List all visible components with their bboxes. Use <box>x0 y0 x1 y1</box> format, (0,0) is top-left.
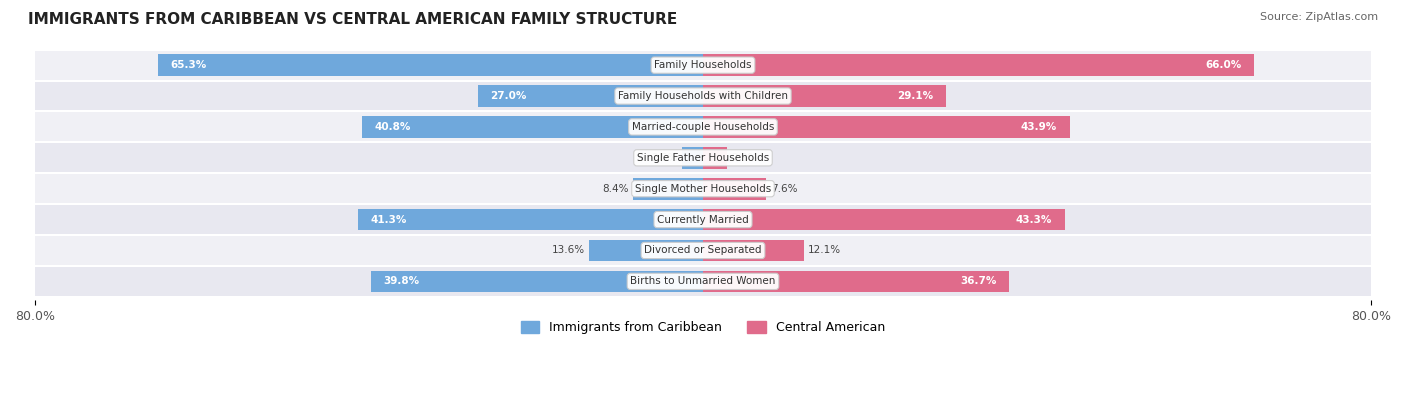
Text: 27.0%: 27.0% <box>491 91 526 101</box>
Text: 8.4%: 8.4% <box>602 184 628 194</box>
Text: Family Households with Children: Family Households with Children <box>619 91 787 101</box>
Text: Family Households: Family Households <box>654 60 752 70</box>
Text: 12.1%: 12.1% <box>808 245 841 256</box>
Bar <box>703 85 946 107</box>
Text: 66.0%: 66.0% <box>1205 60 1241 70</box>
Bar <box>359 209 703 230</box>
Text: 36.7%: 36.7% <box>960 276 997 286</box>
Text: 43.3%: 43.3% <box>1015 214 1052 225</box>
Text: Single Mother Households: Single Mother Households <box>636 184 770 194</box>
Text: 41.3%: 41.3% <box>371 214 408 225</box>
Bar <box>35 266 1371 297</box>
Text: 2.9%: 2.9% <box>731 153 758 163</box>
Bar <box>35 50 1371 81</box>
Text: Divorced or Separated: Divorced or Separated <box>644 245 762 256</box>
Text: Single Father Households: Single Father Households <box>637 153 769 163</box>
Bar <box>35 204 1371 235</box>
Bar <box>703 271 1010 292</box>
Bar <box>363 116 703 138</box>
Text: 7.6%: 7.6% <box>770 184 797 194</box>
Bar <box>703 55 1254 76</box>
Text: 40.8%: 40.8% <box>375 122 411 132</box>
Bar <box>682 147 703 169</box>
Text: 65.3%: 65.3% <box>170 60 207 70</box>
Bar <box>35 173 1371 204</box>
Bar <box>703 178 766 199</box>
Text: 39.8%: 39.8% <box>384 276 419 286</box>
Bar <box>703 147 727 169</box>
Text: Source: ZipAtlas.com: Source: ZipAtlas.com <box>1260 12 1378 22</box>
Legend: Immigrants from Caribbean, Central American: Immigrants from Caribbean, Central Ameri… <box>516 316 890 339</box>
Text: IMMIGRANTS FROM CARIBBEAN VS CENTRAL AMERICAN FAMILY STRUCTURE: IMMIGRANTS FROM CARIBBEAN VS CENTRAL AME… <box>28 12 678 27</box>
Text: 13.6%: 13.6% <box>553 245 585 256</box>
Bar <box>35 111 1371 142</box>
Text: 43.9%: 43.9% <box>1021 122 1057 132</box>
Bar <box>35 142 1371 173</box>
Bar <box>703 240 804 261</box>
Bar <box>35 81 1371 111</box>
Text: Births to Unmarried Women: Births to Unmarried Women <box>630 276 776 286</box>
Bar <box>703 116 1070 138</box>
Text: 2.5%: 2.5% <box>651 153 678 163</box>
Text: Married-couple Households: Married-couple Households <box>631 122 775 132</box>
Bar <box>35 235 1371 266</box>
Bar <box>633 178 703 199</box>
Bar <box>703 209 1064 230</box>
Bar <box>478 85 703 107</box>
Bar <box>157 55 703 76</box>
Bar <box>589 240 703 261</box>
Bar <box>371 271 703 292</box>
Text: 29.1%: 29.1% <box>897 91 934 101</box>
Text: Currently Married: Currently Married <box>657 214 749 225</box>
